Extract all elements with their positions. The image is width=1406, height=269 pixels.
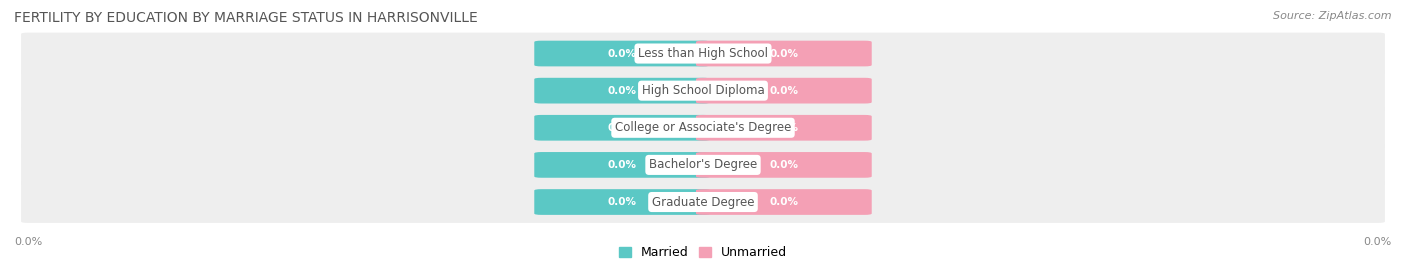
FancyBboxPatch shape (21, 181, 1385, 223)
Text: 0.0%: 0.0% (769, 123, 799, 133)
Text: High School Diploma: High School Diploma (641, 84, 765, 97)
FancyBboxPatch shape (21, 33, 1385, 75)
Text: Less than High School: Less than High School (638, 47, 768, 60)
FancyBboxPatch shape (696, 152, 872, 178)
Text: 0.0%: 0.0% (607, 160, 637, 170)
Text: College or Associate's Degree: College or Associate's Degree (614, 121, 792, 134)
FancyBboxPatch shape (21, 70, 1385, 112)
Text: Source: ZipAtlas.com: Source: ZipAtlas.com (1274, 11, 1392, 21)
FancyBboxPatch shape (534, 115, 710, 141)
Text: FERTILITY BY EDUCATION BY MARRIAGE STATUS IN HARRISONVILLE: FERTILITY BY EDUCATION BY MARRIAGE STATU… (14, 11, 478, 25)
Text: Graduate Degree: Graduate Degree (652, 196, 754, 208)
FancyBboxPatch shape (534, 152, 710, 178)
Text: 0.0%: 0.0% (769, 197, 799, 207)
Text: 0.0%: 0.0% (607, 197, 637, 207)
Text: Bachelor's Degree: Bachelor's Degree (650, 158, 756, 171)
FancyBboxPatch shape (696, 189, 872, 215)
Text: 0.0%: 0.0% (607, 86, 637, 96)
Text: 0.0%: 0.0% (769, 48, 799, 59)
Text: 0.0%: 0.0% (607, 123, 637, 133)
Text: 0.0%: 0.0% (1364, 237, 1392, 247)
FancyBboxPatch shape (696, 78, 872, 104)
FancyBboxPatch shape (534, 41, 710, 66)
Text: 0.0%: 0.0% (769, 160, 799, 170)
FancyBboxPatch shape (21, 107, 1385, 149)
Text: 0.0%: 0.0% (14, 237, 42, 247)
FancyBboxPatch shape (534, 78, 710, 104)
FancyBboxPatch shape (534, 189, 710, 215)
Text: 0.0%: 0.0% (607, 48, 637, 59)
FancyBboxPatch shape (696, 41, 872, 66)
Legend: Married, Unmarried: Married, Unmarried (614, 242, 792, 263)
FancyBboxPatch shape (21, 144, 1385, 186)
FancyBboxPatch shape (696, 115, 872, 141)
Text: 0.0%: 0.0% (769, 86, 799, 96)
